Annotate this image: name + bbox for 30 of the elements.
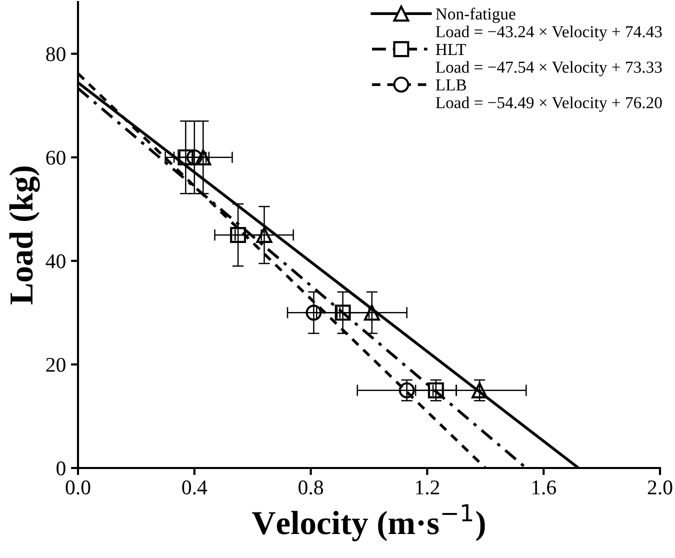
point (472, 382, 488, 398)
point (428, 382, 444, 398)
point (364, 304, 380, 321)
x-tick-label: 0.8 (298, 480, 324, 495)
point (398, 382, 415, 398)
x-tick-label: 1.2 (416, 480, 440, 495)
y-tick-label: 0 (56, 461, 66, 476)
annotation: Load = −47.54 × Velocity + 73.33 (436, 61, 662, 76)
point (230, 227, 246, 243)
y-tick-label: 20 (46, 358, 66, 372)
legend-label: Non-fatigue (436, 8, 516, 24)
legend-label: HLT (436, 44, 466, 55)
text: 2.0 (648, 480, 672, 495)
annotation: Load = −43.24 × Velocity + 74.43 (436, 26, 662, 41)
legend-label: LLB (436, 80, 466, 90)
point (178, 149, 194, 166)
x-tick-label: 1.6 (532, 480, 556, 495)
point (195, 149, 212, 166)
point (334, 304, 351, 321)
annotation: Load = −54.49 × Velocity + 76.20 (436, 96, 662, 112)
y-tick-label: 80 (46, 47, 66, 62)
point (256, 227, 272, 243)
x-tick-label: 0.4 (182, 480, 208, 495)
point (306, 304, 322, 321)
text: 0.0 (66, 480, 90, 495)
y-tick-label: 40 (46, 254, 66, 268)
x-axis-title: Velocity (m·s$^{−1}$) (252, 504, 485, 542)
y-tick-label: 60 (46, 150, 66, 165)
y-axis-title: Load (kg) (9, 166, 40, 304)
point (186, 149, 202, 166)
